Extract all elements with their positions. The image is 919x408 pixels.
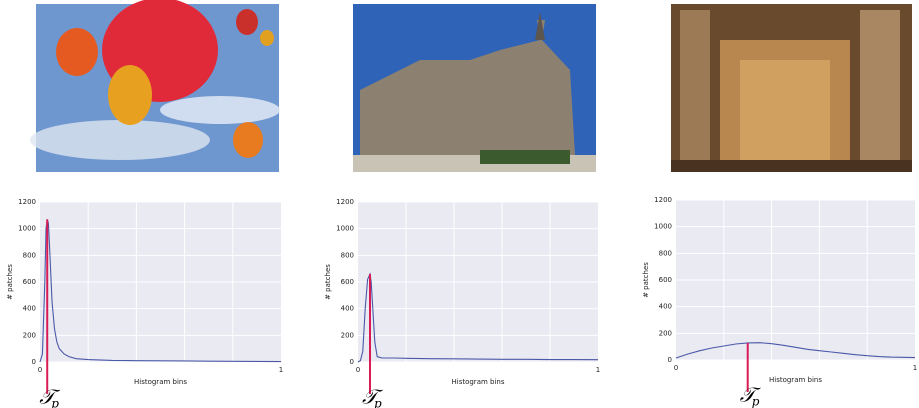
x-tick-label: 1 (913, 364, 917, 372)
y-tick-label: 200 (23, 331, 36, 339)
x-axis-label: Histogram bins (134, 378, 187, 386)
y-tick-label: 1200 (654, 196, 672, 204)
x-tick-label: 1 (596, 366, 600, 374)
y-tick-label: 1200 (18, 198, 36, 206)
threshold-annotation-sub: p (752, 395, 760, 408)
y-axis-label: # patches (642, 262, 650, 298)
y-axis-label: # patches (6, 264, 14, 300)
y-tick-label: 1000 (654, 223, 672, 231)
y-tick-label: 600 (23, 278, 36, 286)
chart: 0 200 400 600 800 1000 1200 0 1 Histogram bins # p… (324, 198, 600, 408)
photo-balloons (30, 0, 280, 172)
x-tick-label: 0 (356, 366, 360, 374)
y-tick-label: 200 (659, 329, 672, 337)
chart: 0 200 400 600 800 1000 1200 0 1 Histogram bins # p… (642, 196, 917, 408)
x-axis-label: Histogram bins (769, 376, 822, 384)
y-tick-label: 800 (659, 249, 672, 257)
y-tick-label: 400 (23, 305, 36, 313)
x-tick-label: 0 (38, 366, 42, 374)
y-tick-label: 600 (659, 276, 672, 284)
threshold-annotation-sub: p (374, 397, 382, 408)
photo-altar (671, 4, 912, 172)
y-tick-label: 0 (32, 358, 36, 366)
figure: 02004006008001000120001Histogram bins# p… (0, 0, 919, 408)
photo-cathedral (353, 4, 596, 172)
y-tick-label: 1200 (336, 198, 354, 206)
y-tick-label: 600 (341, 278, 354, 286)
x-tick-label: 1 (279, 366, 283, 374)
threshold-annotation-sub: p (51, 397, 59, 408)
chart: 0 200 400 600 800 1000 1200 0 1 Histogram bins # p… (6, 198, 283, 408)
y-tick-label: 400 (659, 303, 672, 311)
y-tick-label: 0 (668, 356, 672, 364)
y-tick-label: 1000 (18, 225, 36, 233)
y-tick-label: 1000 (336, 225, 354, 233)
x-tick-label: 0 (674, 364, 678, 372)
x-axis-label: Histogram bins (451, 378, 504, 386)
y-tick-label: 800 (23, 251, 36, 259)
y-tick-label: 200 (341, 331, 354, 339)
y-tick-label: 800 (341, 251, 354, 259)
y-tick-label: 0 (350, 358, 354, 366)
y-tick-label: 400 (341, 305, 354, 313)
y-axis-label: # patches (324, 264, 332, 300)
